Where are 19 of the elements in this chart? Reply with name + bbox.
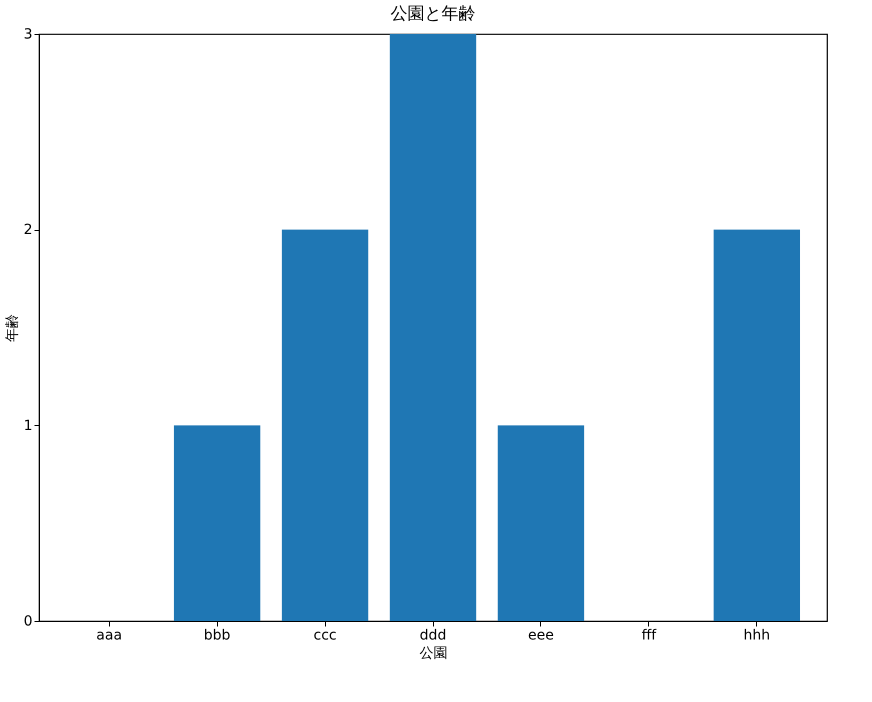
bar [282,230,368,621]
chart-title: 公園と年齢 [390,4,476,24]
x-tick-label: hhh [744,628,770,644]
bar [498,425,584,621]
y-tick-label: 2 [24,222,32,238]
bar [174,425,260,621]
y-axis-title: 年齢 [4,314,21,342]
x-tick-label: fff [642,628,658,644]
x-tick-label: bbb [204,628,231,644]
bar [390,34,476,621]
x-tick-label: aaa [96,628,122,644]
x-tick-label: eee [528,628,554,644]
bar [714,230,800,621]
x-tick-label: ddd [420,628,446,644]
x-tick-label: ccc [314,628,337,644]
y-tick-label: 3 [24,26,32,42]
x-axis-title: 公園 [420,646,448,662]
y-tick-label: 1 [24,418,32,434]
y-tick-label: 0 [24,614,32,630]
